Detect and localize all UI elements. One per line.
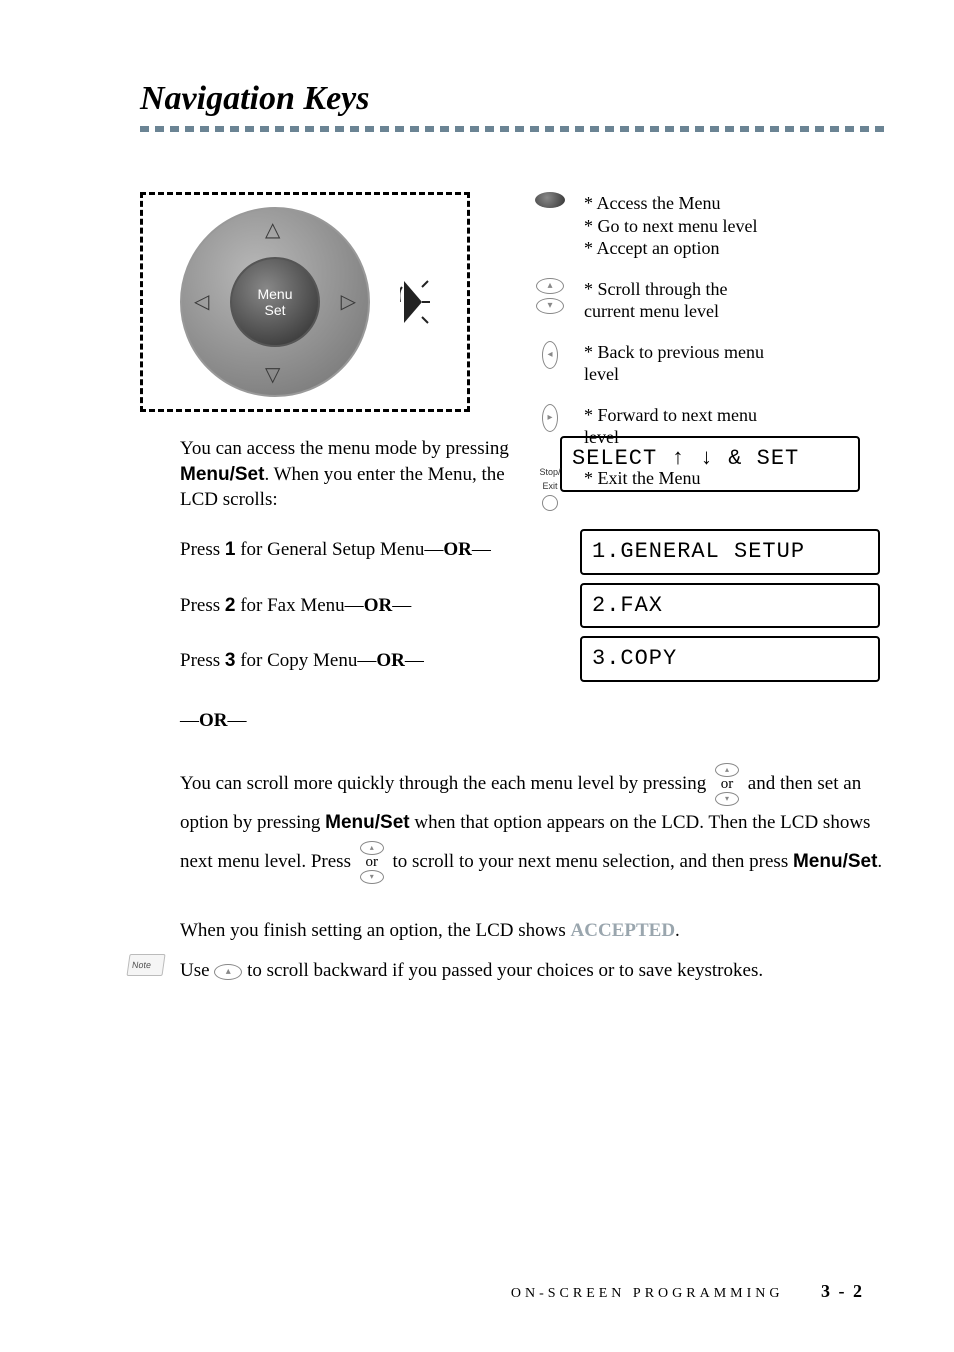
navpad: △ ▽ ◁ ▷ Menu Set <box>180 207 370 397</box>
legend-menuset-l2: * Go to next menu level <box>584 215 757 238</box>
p1-or: OR <box>443 539 472 560</box>
legend-row-forward: ▸ * Forward to next menu level <box>530 404 764 449</box>
para2-t1: When you finish setting an option, the L… <box>180 920 571 941</box>
inline-updown-icon-2: ▴ or ▾ <box>360 841 384 884</box>
or-solo: —OR— <box>180 708 884 734</box>
inline-down-arrow-icon: ▾ <box>715 792 739 806</box>
legend-row-scroll: ▴ ▾ * Scroll through the current menu le… <box>530 278 764 323</box>
footer-page-number: 3 - 2 <box>821 1281 864 1301</box>
up-arrow-icon: ▴ <box>536 278 564 294</box>
legend-row-menuset: * Access the Menu * Go to next menu leve… <box>530 192 764 260</box>
inline-or-2: or <box>365 855 378 870</box>
p2-b: 2 <box>225 595 236 616</box>
note-icon: Note <box>126 954 165 976</box>
navpad-down-arrow-icon: ▽ <box>265 362 280 387</box>
title-underline <box>140 126 884 132</box>
legend-scroll-l1: * Scroll through the <box>584 278 727 301</box>
para1-t1: You can scroll more quickly through the … <box>180 773 711 794</box>
navpad-center-bottom-label: Set <box>264 302 285 318</box>
press-3-line: Press 3 for Copy Menu—OR— <box>180 648 580 674</box>
forward-icon: ▸ <box>530 404 570 432</box>
stop-circle-icon <box>542 495 558 511</box>
para2-t2: . <box>675 920 680 941</box>
access-line2-rest: . When you enter the Menu, the <box>264 464 504 485</box>
legend-forward-l1: * Forward to next menu <box>584 404 757 427</box>
menuset-icon <box>530 192 570 208</box>
access-menuset-bold: Menu/Set <box>180 464 264 485</box>
lcd-general-setup: 1.GENERAL SETUP <box>580 529 880 575</box>
p3-a: Press <box>180 650 225 671</box>
legend-row-exit: Stop/ Exit * Exit the Menu <box>530 467 764 511</box>
volume-icon <box>400 277 430 327</box>
legend-back-l1: * Back to previous menu <box>584 341 764 364</box>
p1-c: for General Setup Menu— <box>235 539 443 560</box>
legend-scroll-l2: current menu level <box>584 300 727 323</box>
down-arrow-icon: ▾ <box>536 298 564 314</box>
para1-menuset: Menu/Set <box>325 812 409 833</box>
note-t1: Use <box>180 960 214 981</box>
p2-or: OR <box>364 595 393 616</box>
left-arrow-icon: ◂ <box>542 341 558 369</box>
legend-menuset-l1: * Access the Menu <box>584 192 757 215</box>
navpad-center-button-icon: Menu Set <box>230 257 320 347</box>
legend-forward-l2: level <box>584 426 757 449</box>
navpad-up-arrow-icon: △ <box>265 217 280 242</box>
para1-t5: . <box>877 851 882 872</box>
scroll-icon: ▴ ▾ <box>530 278 570 314</box>
para1-t4: to scroll to your next menu selection, a… <box>392 851 793 872</box>
inline-up-arrow-icon-3: ▴ <box>214 964 242 980</box>
or-solo-dash2: — <box>228 710 247 731</box>
p1-b: 1 <box>225 539 236 560</box>
page-title: Navigation Keys <box>140 80 884 118</box>
press-2-line: Press 2 for Fax Menu—OR— <box>180 593 580 619</box>
lcd-fax: 2.FAX <box>580 583 880 629</box>
press-1-line: Press 1 for General Setup Menu—OR— <box>180 537 580 563</box>
p2-a: Press <box>180 595 225 616</box>
mini-oval-icon <box>535 192 565 208</box>
inline-updown-icon-1: ▴ or ▾ <box>715 763 739 806</box>
or-solo-or: OR <box>199 710 228 731</box>
p3-d: — <box>405 650 424 671</box>
p3-or: OR <box>376 650 405 671</box>
page-footer: ON-SCREEN PROGRAMMING 3 - 2 <box>511 1281 864 1302</box>
legend-back-l2: level <box>584 363 764 386</box>
p3-c: for Copy Menu— <box>235 650 376 671</box>
lcd-copy: 3.COPY <box>580 636 880 682</box>
footer-section: ON-SCREEN PROGRAMMING <box>511 1286 784 1301</box>
access-line1: You can access the menu mode by pressing <box>180 438 509 459</box>
legend-row-back: ◂ * Back to previous menu level <box>530 341 764 386</box>
top-section: △ ▽ ◁ ▷ Menu Set * Access the Menu * <box>120 192 884 412</box>
p3-b: 3 <box>225 650 236 671</box>
para2-accepted: ACCEPTED <box>571 920 676 941</box>
p2-c: for Fax Menu— <box>235 595 363 616</box>
para1-menuset2: Menu/Set <box>793 851 877 872</box>
legend-menuset-l3: * Accept an option <box>584 237 757 260</box>
navpad-illustration-box: △ ▽ ◁ ▷ Menu Set <box>140 192 470 412</box>
stop-label-bottom: Exit <box>542 481 557 491</box>
legend-exit-l1: * Exit the Menu <box>584 467 700 490</box>
scroll-paragraph: You can scroll more quickly through the … <box>180 763 884 883</box>
access-line3: LCD scrolls: <box>180 489 278 510</box>
p2-d: — <box>392 595 411 616</box>
navpad-left-arrow-icon: ◁ <box>194 289 209 314</box>
or-solo-dash1: — <box>180 710 199 731</box>
menu-rows: Press 1 for General Setup Menu—OR— Press… <box>180 537 884 704</box>
note-paragraph: Note Use ▴ to scroll backward if you pas… <box>180 954 884 988</box>
right-arrow-icon: ▸ <box>542 404 558 432</box>
inline-down-arrow-icon-2: ▾ <box>360 870 384 884</box>
inline-up-arrow-icon-2: ▴ <box>360 841 384 855</box>
navpad-center-top-label: Menu <box>257 286 292 302</box>
navpad-right-arrow-icon: ▷ <box>341 289 356 314</box>
inline-or-1: or <box>721 777 734 792</box>
p1-d: — <box>472 539 491 560</box>
stop-exit-icon: Stop/ Exit <box>530 467 570 511</box>
inline-up-arrow-icon: ▴ <box>715 763 739 777</box>
back-icon: ◂ <box>530 341 570 369</box>
stop-label-top: Stop/ <box>539 467 560 477</box>
key-legend: * Access the Menu * Go to next menu leve… <box>530 192 764 529</box>
note-t2: to scroll backward if you passed your ch… <box>247 960 763 981</box>
accepted-paragraph: When you finish setting an option, the L… <box>180 914 884 948</box>
p1-a: Press <box>180 539 225 560</box>
